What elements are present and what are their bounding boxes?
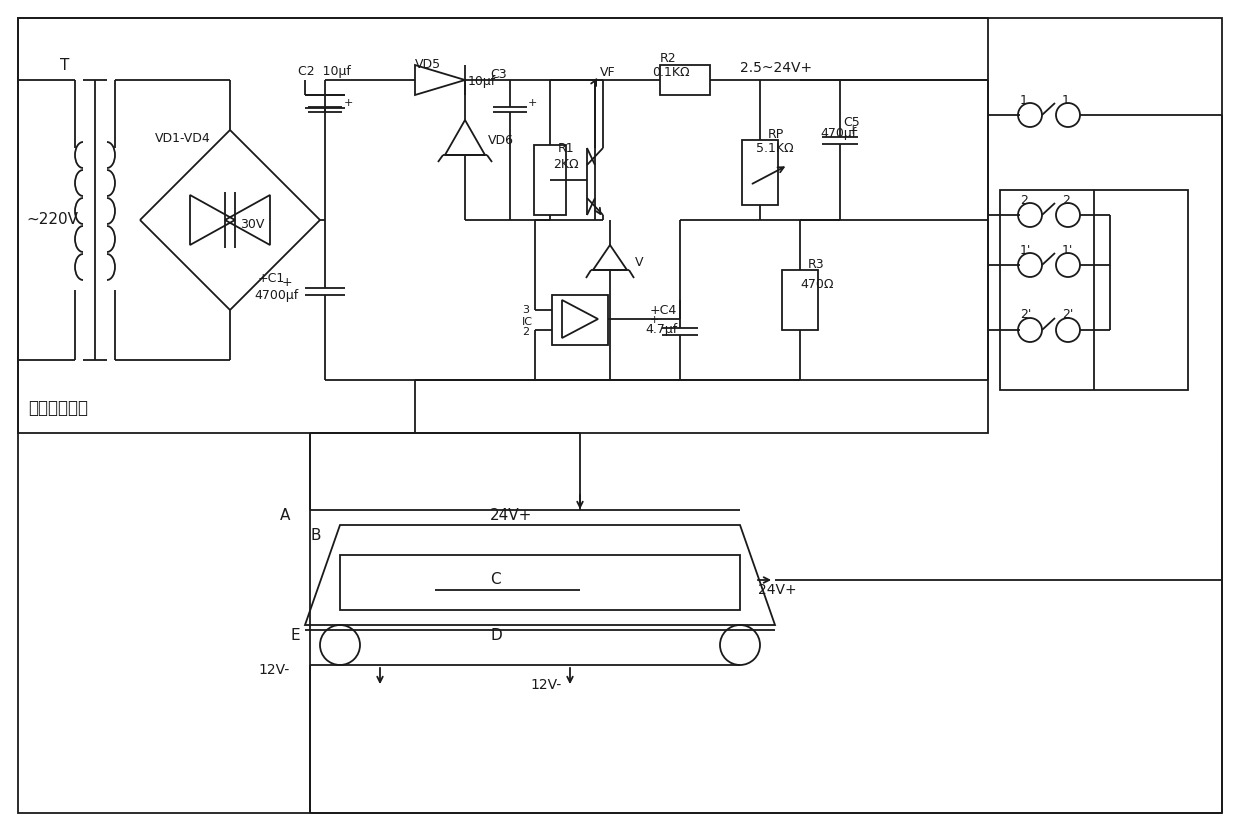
Text: VD6: VD6 [489,134,515,146]
Text: 4.7μf: 4.7μf [645,323,677,337]
Text: 12V-: 12V- [258,663,289,677]
Text: A: A [280,508,290,523]
Text: RP: RP [768,129,784,141]
Text: C5: C5 [843,116,859,129]
Text: E: E [290,627,300,642]
Bar [742,140,777,205]
Text: 2': 2' [1021,308,1032,322]
Text: C: C [490,573,501,588]
Text: 2: 2 [522,327,529,337]
Text: V: V [635,257,644,269]
Text: +C4: +C4 [650,303,677,317]
Text: 470μf: 470μf [820,127,857,140]
Text: 1: 1 [1021,94,1028,106]
Bar [19,18,988,433]
Text: B: B [310,528,320,543]
Text: 2: 2 [1021,194,1028,206]
Text: R3: R3 [808,258,825,272]
Text: D: D [490,627,502,642]
Text: C2  10μf: C2 10μf [298,66,351,78]
Bar [999,190,1188,390]
Text: T: T [60,57,69,72]
Text: +: + [528,98,537,108]
Text: +: + [281,276,293,288]
Text: 0.1KΩ: 0.1KΩ [652,66,689,78]
Text: IC: IC [522,317,533,327]
Text: 12V-: 12V- [529,678,562,692]
Text: 470Ω: 470Ω [800,278,833,292]
Text: 4700μf: 4700μf [254,289,299,302]
Text: +C1: +C1 [258,272,285,284]
Text: +: + [650,315,660,325]
Text: 2': 2' [1061,308,1074,322]
Bar [782,270,818,330]
Bar [552,295,608,345]
Text: 2: 2 [1061,194,1070,206]
Text: 5.1KΩ: 5.1KΩ [756,141,794,155]
Text: 24V+: 24V+ [490,508,532,523]
Text: 3: 3 [522,305,529,315]
Bar [340,555,740,610]
Text: +: + [848,124,858,136]
Text: ~220V: ~220V [26,213,78,228]
Text: VD1-VD4: VD1-VD4 [155,131,211,145]
Text: VD5: VD5 [415,58,441,71]
Text: C3: C3 [490,67,507,81]
Text: 10μf: 10μf [467,76,496,88]
Text: 24V+: 24V+ [758,583,796,597]
Text: 30V: 30V [241,219,264,232]
Text: VF: VF [600,66,615,78]
Text: 2KΩ: 2KΩ [553,159,579,171]
Text: R1: R1 [558,141,574,155]
Text: 1': 1' [1021,243,1032,257]
Text: R2: R2 [660,52,677,65]
Text: 1: 1 [1061,94,1070,106]
Bar [534,145,565,215]
Text: 稳压电源模块: 稳压电源模块 [29,399,88,417]
Text: 2.5~24V+: 2.5~24V+ [740,61,812,75]
Text: +: + [343,98,353,108]
Text: 1': 1' [1061,243,1074,257]
Bar [660,65,711,95]
